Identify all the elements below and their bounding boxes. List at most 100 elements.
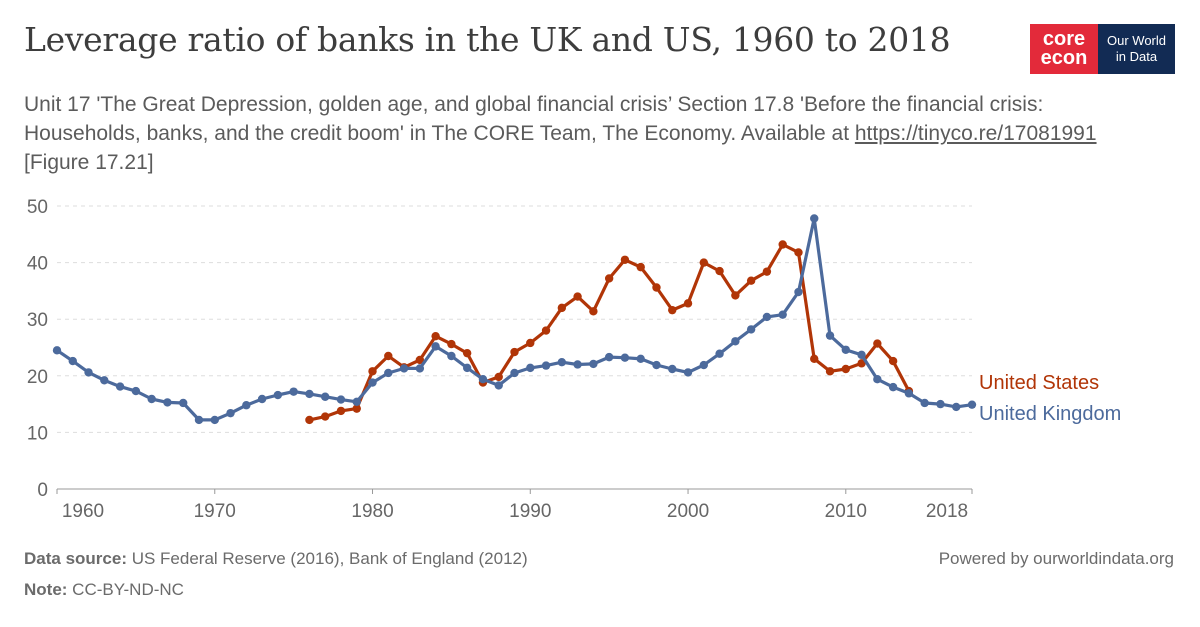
data-point xyxy=(573,360,582,369)
note-text: CC-BY-ND-NC xyxy=(67,580,184,599)
data-point xyxy=(210,415,219,425)
data-point xyxy=(494,381,503,390)
note: Note: CC-BY-ND-NC xyxy=(24,580,184,600)
data-point xyxy=(668,305,677,315)
x-tick-label: 2000 xyxy=(667,501,709,522)
data-point xyxy=(699,360,709,370)
legend-label-united-states: United States xyxy=(979,372,1099,394)
data-source-label: Data source: xyxy=(24,549,127,568)
y-tick-label: 0 xyxy=(37,480,48,501)
data-point xyxy=(68,356,77,366)
data-point xyxy=(494,372,503,382)
x-tick-label: 1970 xyxy=(194,501,236,522)
data-point xyxy=(652,283,661,292)
data-point xyxy=(604,352,614,362)
data-point xyxy=(447,339,456,349)
x-tick-label: 1960 xyxy=(62,501,104,522)
data-point xyxy=(478,374,488,384)
data-point xyxy=(100,376,109,385)
data-point xyxy=(668,364,677,374)
y-tick-label: 30 xyxy=(27,310,48,331)
data-point xyxy=(526,338,535,348)
data-point xyxy=(715,349,724,358)
data-point xyxy=(683,299,693,308)
data-point xyxy=(320,392,330,401)
data-point xyxy=(257,394,267,404)
data-point xyxy=(431,342,440,351)
data-point xyxy=(825,367,835,376)
data-point xyxy=(431,331,440,341)
chart-title: Leverage ratio of banks in the UK and US… xyxy=(24,20,951,59)
data-point xyxy=(967,400,977,409)
owid-logo-line1: Our World xyxy=(1107,33,1166,48)
y-tick-label: 20 xyxy=(27,367,48,388)
data-point xyxy=(873,339,882,348)
data-point xyxy=(541,361,551,370)
core-logo-line2: econ xyxy=(1040,47,1088,69)
chart-subtitle: Unit 17 'The Great Depression, golden ag… xyxy=(24,90,1124,177)
data-point xyxy=(952,402,961,412)
data-point xyxy=(746,276,756,285)
data-point xyxy=(226,408,235,418)
data-point xyxy=(273,390,283,400)
series-line-united-states xyxy=(307,242,911,422)
data-point xyxy=(810,354,819,364)
x-tick-label: 1990 xyxy=(509,501,551,522)
subtitle-link[interactable]: https://tinyco.re/17081991 xyxy=(854,122,1097,145)
y-tick-label: 40 xyxy=(27,254,48,275)
data-point xyxy=(242,401,251,410)
data-point xyxy=(762,267,772,276)
data-point xyxy=(636,354,645,364)
data-point xyxy=(794,248,803,257)
data-point xyxy=(415,364,425,373)
data-point xyxy=(462,348,472,358)
data-point xyxy=(857,359,866,368)
data-point xyxy=(841,345,850,354)
data-point xyxy=(526,363,535,373)
data-point xyxy=(320,412,330,421)
data-point xyxy=(305,415,314,425)
data-point xyxy=(873,374,882,384)
powered-by-link[interactable]: Powered by ourworldindata.org xyxy=(938,549,1174,568)
y-tick-label: 50 xyxy=(27,197,48,218)
data-point xyxy=(573,292,582,301)
data-point xyxy=(620,353,630,362)
data-point xyxy=(557,303,567,313)
data-point xyxy=(810,214,819,223)
data-point xyxy=(920,398,929,408)
data-point xyxy=(447,351,456,361)
data-point xyxy=(541,326,551,335)
data-point xyxy=(289,387,298,396)
subtitle-suffix: [Figure 17.21] xyxy=(24,151,154,174)
data-point xyxy=(462,363,472,373)
data-point xyxy=(604,274,614,283)
data-point xyxy=(384,351,393,361)
core-logo-line1: core xyxy=(1042,28,1086,50)
data-point xyxy=(352,397,361,407)
data-point xyxy=(163,398,172,407)
data-point xyxy=(399,364,409,373)
data-point xyxy=(368,378,377,387)
data-point xyxy=(904,389,914,398)
data-point xyxy=(746,325,756,334)
x-tick-label: 1980 xyxy=(351,501,393,522)
data-point xyxy=(179,398,188,408)
data-point xyxy=(936,399,945,409)
data-point xyxy=(683,368,693,377)
line-chart: 0 10 20 30 40 50 1960 1970 1980 1990 2000 2010 2018 U… xyxy=(27,197,1121,522)
data-point xyxy=(352,404,361,413)
data-point xyxy=(336,395,346,404)
data-point xyxy=(368,367,377,376)
logo[interactable]: core econ Our World in Data xyxy=(1030,24,1175,74)
data-point xyxy=(384,368,393,378)
owid-logo-line2: in Data xyxy=(1115,49,1158,64)
data-point xyxy=(336,406,346,416)
data-point xyxy=(778,310,787,319)
data-point xyxy=(589,359,598,369)
data-point xyxy=(731,291,740,300)
note-label: Note: xyxy=(24,580,68,599)
data-point xyxy=(715,266,724,276)
core-econ-logo: core econ xyxy=(1030,24,1098,74)
data-source: Data source: US Federal Reserve (2016), … xyxy=(24,549,528,569)
data-point xyxy=(778,240,787,249)
